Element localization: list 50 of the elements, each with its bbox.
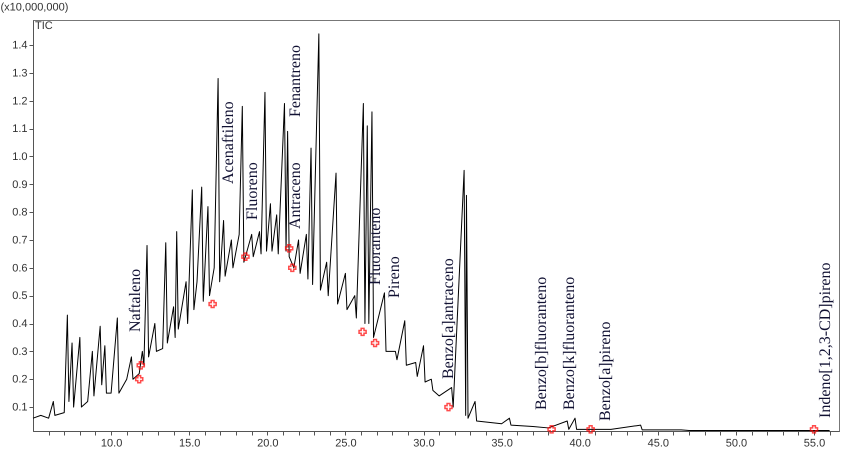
annotation: Benzo[b]fluoranteno xyxy=(533,276,550,410)
point xyxy=(284,244,294,253)
y-tick-label: 0.4 xyxy=(12,318,28,330)
annotation: Benzo[a]antraceno xyxy=(440,258,457,379)
y-tick-label: 0.2 xyxy=(12,374,28,386)
x-tick-label: 35.0 xyxy=(491,438,513,450)
y-tick-label: 0.1 xyxy=(12,402,28,414)
y-tick-label: 1.3 xyxy=(12,67,28,80)
annotation: Indeno[1,2,3-CD]pireno xyxy=(817,262,834,418)
x-tick-label: 30.0 xyxy=(413,438,435,450)
y-tick-label: 0.5 xyxy=(12,290,28,302)
point xyxy=(358,328,367,336)
y-axis-title: (x10,000,000) xyxy=(0,2,68,14)
point xyxy=(241,252,250,261)
point xyxy=(810,425,818,434)
x-tick-label: 40.0 xyxy=(569,438,591,450)
point xyxy=(547,425,556,434)
point xyxy=(370,338,380,348)
annotation: Benzo[k]fluoranteno xyxy=(561,276,578,410)
y-tick-label: 0.9 xyxy=(12,178,28,191)
point xyxy=(134,374,144,384)
y-tick-label: 0.3 xyxy=(12,346,28,358)
y-tick-label: 1.2 xyxy=(12,95,28,108)
x-tick-label: 15.0 xyxy=(178,438,200,450)
annotation: Fluoranteno xyxy=(367,208,384,285)
y-tick-label: 1.4 xyxy=(12,40,28,52)
point xyxy=(208,300,217,308)
annotation: Naftaleno xyxy=(127,268,144,332)
y-tick-label: 0.7 xyxy=(12,234,28,246)
y-tick-label: 1.1 xyxy=(12,123,28,136)
point xyxy=(136,361,146,370)
x-tick-label: 25.0 xyxy=(335,438,357,450)
annotation: Benzo[a]pireno xyxy=(597,321,614,421)
x-tick-label: 20.0 xyxy=(257,438,279,450)
point xyxy=(288,264,297,272)
point xyxy=(586,425,595,434)
y-tick-label: 1.0 xyxy=(12,150,28,163)
annotation: Fluoreno xyxy=(244,162,261,220)
point xyxy=(444,402,453,412)
x-tick-label: 55.0 xyxy=(804,438,826,450)
annotation: Fenantreno xyxy=(287,45,304,117)
x-tick-label: 50.0 xyxy=(726,438,748,450)
x-tick-label: 45.0 xyxy=(648,438,670,450)
annotation: Antraceno xyxy=(287,162,304,229)
annotation: Acenaftileno xyxy=(220,101,237,184)
annotation: Pireno xyxy=(386,256,403,298)
y-tick-label: 0.6 xyxy=(12,262,28,274)
y-tick-label: 0.8 xyxy=(12,206,28,219)
annotation: TIC xyxy=(35,20,53,32)
x-tick-label: 10.0 xyxy=(100,438,122,450)
